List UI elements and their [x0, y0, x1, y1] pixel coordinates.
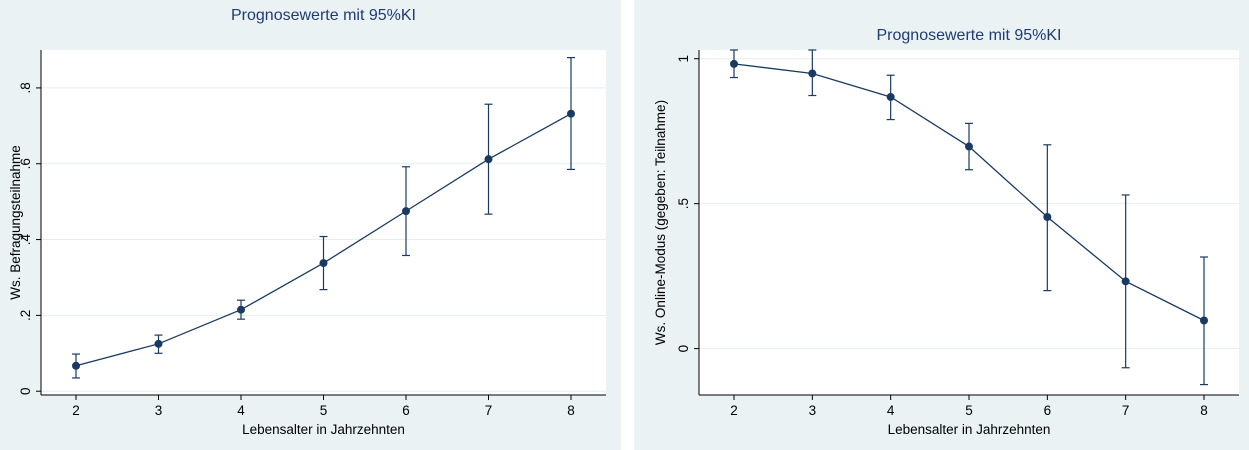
- data-point-1: [808, 69, 816, 77]
- data-point-2: [237, 306, 245, 314]
- x-tick-label-1: 3: [809, 403, 817, 418]
- data-point-5: [1122, 277, 1130, 285]
- data-point-6: [567, 110, 575, 118]
- chart-right: 2 3 4 5 6 7 8 0 .5 1 Prognosewerte mit 95%KI Lebens…: [634, 0, 1249, 450]
- y-axis-label: Ws. Online-Modus (gegeben: Teilnahme): [653, 100, 668, 345]
- data-point-6: [1200, 316, 1208, 324]
- x-tick-label-0: 2: [730, 403, 738, 418]
- data-point-4: [1043, 213, 1051, 221]
- x-tick-label-4: 6: [402, 403, 410, 418]
- chart-panel-left: 2 3 4 5 6 7 8 0.2.4.6.8 Prognosewerte mit 95%KI L…: [0, 0, 621, 450]
- y-tick-label-1: .5: [676, 198, 691, 209]
- chart-panel-right: 2 3 4 5 6 7 8 0 .5 1 Prognosewerte mit 95%KI Lebens…: [634, 0, 1249, 450]
- x-tick-label-0: 2: [72, 403, 80, 418]
- x-tick-label-2: 4: [237, 403, 245, 418]
- y-axis-label: Ws. Befragungsteilnahme: [8, 145, 23, 300]
- x-axis-label: Lebensalter in Jahrzehnten: [888, 422, 1051, 437]
- x-tick-label-6: 8: [567, 403, 575, 418]
- x-tick-label-4: 6: [1044, 403, 1052, 418]
- data-point-3: [965, 143, 973, 151]
- x-tick-label-1: 3: [155, 403, 163, 418]
- x-tick-label-5: 7: [1122, 403, 1130, 418]
- data-point-4: [402, 207, 410, 215]
- data-point-0: [72, 362, 80, 370]
- data-point-5: [485, 155, 493, 163]
- y-tick-label-0: 0: [18, 387, 33, 395]
- data-point-0: [730, 60, 738, 68]
- data-point-2: [887, 93, 895, 101]
- x-tick-label-6: 8: [1200, 403, 1208, 418]
- data-point-3: [320, 259, 328, 267]
- y-tick-label-2: 1: [676, 55, 691, 63]
- chart-title: Prognosewerte mit 95%KI: [877, 27, 1062, 44]
- x-tick-label-5: 7: [485, 403, 493, 418]
- y-tick-label-4: .8: [18, 82, 33, 93]
- x-tick-label-3: 5: [965, 403, 973, 418]
- y-tick-label-1: .2: [18, 310, 33, 321]
- x-axis-label: Lebensalter in Jahrzehnten: [242, 422, 405, 437]
- chart-title: Prognosewerte mit 95%KI: [231, 7, 416, 24]
- y-tick-label-0: 0: [676, 345, 691, 353]
- plot-area: [41, 50, 606, 395]
- x-tick-label-2: 4: [887, 403, 895, 418]
- data-point-1: [155, 340, 163, 348]
- plot-area: [699, 50, 1239, 395]
- x-tick-label-3: 5: [320, 403, 328, 418]
